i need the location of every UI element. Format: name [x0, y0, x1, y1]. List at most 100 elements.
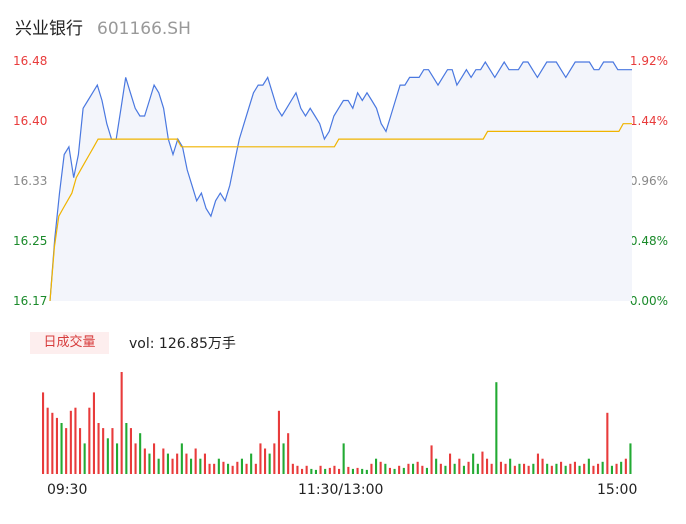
price-axis-label: 16.17 [13, 294, 48, 308]
volume-bar [116, 443, 119, 474]
volume-bar [162, 448, 165, 474]
volume-bar [592, 465, 595, 474]
volume-bar [458, 458, 461, 474]
volume-bar [328, 467, 331, 474]
volume-bar [92, 392, 95, 474]
volume-bar [476, 463, 479, 474]
volume-bar [305, 465, 308, 474]
volume-bar [222, 461, 225, 474]
volume-bar [88, 407, 91, 474]
volume-bar [333, 465, 336, 474]
volume-bar [388, 467, 391, 474]
volume-bar [398, 465, 401, 474]
volume-bar [597, 463, 600, 474]
volume-bar [536, 453, 539, 474]
volume-bar [273, 443, 276, 474]
volume-bar [282, 443, 285, 474]
volume-bar [153, 443, 156, 474]
volume-bar [370, 463, 373, 474]
volume-bar [166, 453, 169, 474]
volume-bar [139, 433, 142, 474]
volume-bar [314, 469, 317, 474]
volume-bar [102, 428, 105, 474]
percent-axis-label: 1.44% [629, 114, 668, 128]
stock-header: 兴业银行 601166.SH [15, 14, 191, 39]
volume-bar [462, 465, 465, 474]
stock-code: 601166.SH [97, 19, 191, 39]
volume-bar [425, 467, 428, 474]
volume-bar [375, 458, 378, 474]
volume-bar [291, 463, 294, 474]
volume-bar [541, 458, 544, 474]
volume-badge: 日成交量 [30, 332, 109, 354]
volume-bar [171, 458, 174, 474]
volume-bar [310, 468, 313, 474]
volume-bar [416, 461, 419, 474]
volume-bar [213, 463, 216, 474]
volume-bar [532, 463, 535, 474]
volume-bar [125, 423, 128, 474]
volume-bar [264, 448, 267, 474]
price-area [50, 62, 632, 301]
percent-axis-label: 0.00% [629, 294, 668, 308]
volume-bar [435, 458, 438, 474]
volume-bar [157, 458, 160, 474]
price-line [49, 60, 632, 302]
price-axis-label: 16.48 [13, 54, 48, 68]
volume-bar [365, 469, 368, 474]
volume-bar [74, 407, 77, 474]
volume-bar [402, 467, 405, 474]
volume-bar [356, 467, 359, 474]
volume-bar [217, 458, 220, 474]
volume-bar [236, 461, 239, 474]
stock-name: 兴业银行 [15, 19, 83, 39]
volume-bar [472, 453, 475, 474]
volume-bar [610, 465, 613, 474]
volume-bar [319, 465, 322, 474]
volume-bar [407, 463, 410, 474]
volume-bar [629, 443, 632, 474]
volume-bar [615, 463, 618, 474]
volume-bar [120, 372, 123, 474]
volume-bar [227, 463, 230, 474]
volume-bar [606, 412, 609, 474]
volume-bar [444, 465, 447, 474]
volume-bar [296, 465, 299, 474]
volume-bar [148, 453, 151, 474]
price-axis-label: 16.25 [13, 234, 48, 248]
volume-bar [55, 417, 58, 474]
volume-bar [203, 453, 206, 474]
volume-bar [199, 458, 202, 474]
volume-bar [518, 463, 521, 474]
volume-bar [268, 453, 271, 474]
volume-bar [60, 423, 63, 474]
volume-bar [65, 428, 68, 474]
volume-bar [587, 458, 590, 474]
volume-bar [513, 465, 516, 474]
volume-bar [111, 428, 114, 474]
volume-bar [620, 461, 623, 474]
volume-bar [481, 451, 484, 474]
volume-bar [176, 453, 179, 474]
volume-bar [550, 465, 553, 474]
volume-bar [384, 463, 387, 474]
volume-bar [231, 465, 234, 474]
volume-bar [412, 463, 415, 474]
volume-bar [546, 463, 549, 474]
volume-bar [97, 423, 100, 474]
volume-bar [361, 468, 364, 474]
volume-bar [564, 465, 567, 474]
volume-bar [79, 428, 82, 474]
volume-bar [449, 453, 452, 474]
volume-bar [194, 448, 197, 474]
volume-bar [83, 443, 86, 474]
volume-bar [467, 461, 470, 474]
volume-bar [509, 458, 512, 474]
volume-bar [240, 458, 243, 474]
volume-bar [46, 407, 49, 474]
volume-bar [351, 468, 354, 474]
volume-bar [453, 463, 456, 474]
volume-bar [106, 438, 109, 474]
volume-bar [430, 445, 433, 474]
average-price-line [49, 123, 632, 302]
